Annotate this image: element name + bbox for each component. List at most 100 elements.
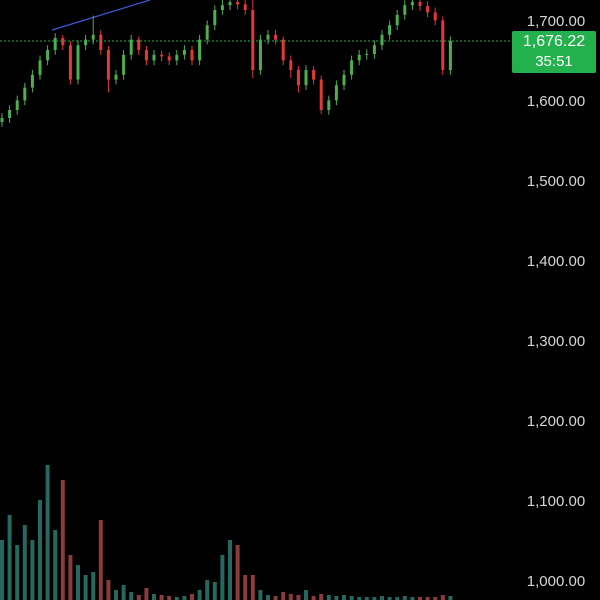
volume-bar [357, 597, 362, 600]
candle-body [30, 74, 34, 88]
candle-body [433, 12, 437, 21]
volume-bar [228, 540, 232, 600]
volume-bar [212, 582, 217, 600]
candle-body [122, 54, 126, 75]
volume-bar [448, 596, 453, 600]
candle-body [198, 39, 202, 61]
candle-body [15, 100, 19, 110]
volume-bar [182, 596, 187, 600]
volume-bar [106, 580, 111, 600]
countdown-label: 35:51 [535, 53, 573, 70]
candle-body [68, 45, 72, 80]
candle-body [410, 2, 414, 6]
volume-bar [197, 590, 202, 600]
candle-body [129, 39, 133, 55]
candle-body [152, 54, 156, 61]
candle-body [258, 39, 262, 70]
volume-bar [167, 596, 172, 600]
candle-body [327, 100, 331, 110]
volume-bar [220, 555, 225, 600]
candle-body [190, 50, 194, 61]
candle-body [23, 87, 27, 101]
volume-bar [53, 530, 58, 600]
volume-bar [250, 575, 255, 600]
candle-body [167, 56, 171, 61]
volume-bar [364, 597, 369, 600]
candle-body [182, 50, 186, 55]
candle-body [137, 39, 141, 50]
volume-bar [159, 595, 164, 600]
candle-body [76, 45, 80, 80]
candle-body [350, 60, 354, 75]
volume-bar [425, 597, 430, 600]
volume-bar [76, 565, 80, 600]
volume-bar [144, 588, 149, 600]
candle-body [8, 110, 12, 118]
volume-bar [402, 596, 407, 600]
candle-body [114, 74, 118, 80]
volume-bar [60, 480, 65, 600]
volume-bar [243, 575, 248, 600]
candle-body [38, 60, 42, 75]
volume-bar [288, 594, 293, 600]
candle-body [144, 50, 148, 61]
candle-body [274, 34, 278, 40]
candle-body [312, 70, 316, 80]
candle-body [372, 45, 376, 54]
candle-body [99, 34, 103, 50]
volume-bar [387, 597, 392, 600]
candle-body [91, 34, 95, 40]
candle-body [61, 38, 65, 46]
volume-bar [114, 590, 118, 600]
volume-bar [0, 540, 4, 600]
volume-bar [91, 572, 96, 600]
trend-line [51, 0, 151, 31]
y-tick-label: 1,100.00 [527, 493, 585, 510]
candle-body [266, 34, 270, 40]
volume-bar [129, 592, 134, 600]
candle-body [220, 5, 224, 10]
volume-bar [334, 596, 339, 600]
candle-body [106, 50, 110, 80]
volume-bar [440, 595, 445, 600]
volume-bar [38, 500, 42, 600]
volume-bar [273, 596, 278, 600]
candle-body [46, 50, 50, 61]
volume-bar [326, 595, 331, 600]
candle-body [403, 5, 407, 15]
candle-body [304, 70, 308, 86]
volume-bar [304, 590, 308, 600]
volume-bar [22, 525, 27, 600]
candle-body [426, 6, 430, 13]
candle-body [342, 74, 346, 86]
volume-bar [190, 594, 194, 600]
volume-bar [418, 597, 422, 600]
candle-body [418, 2, 422, 6]
volume-bar [174, 597, 179, 600]
volume-bar [83, 575, 88, 600]
candle-body [0, 118, 4, 122]
candle-body [388, 25, 392, 35]
volume-bar [98, 520, 103, 600]
last-price-box [512, 31, 596, 74]
volume-bar [258, 590, 263, 600]
volume-bar [433, 597, 438, 600]
candle-body [448, 41, 452, 70]
candle-body [251, 10, 255, 70]
y-tick-label: 1,700.00 [527, 13, 585, 30]
y-tick-label: 1,300.00 [527, 333, 585, 350]
candle-body [228, 2, 232, 6]
volume-bar [152, 594, 156, 600]
y-tick-label: 1,600.00 [527, 93, 585, 110]
last-price-label: 1,676.22 [523, 33, 585, 50]
candle-body [289, 60, 293, 70]
volume-bar [266, 595, 270, 600]
candle-body [395, 14, 399, 26]
volume-bar [45, 465, 50, 600]
volume-bar [319, 594, 324, 600]
volume-bar [349, 596, 354, 600]
candle-body [296, 70, 300, 86]
volume-bar [410, 597, 415, 600]
volume-bar [342, 595, 346, 600]
volume-bar [235, 545, 240, 600]
